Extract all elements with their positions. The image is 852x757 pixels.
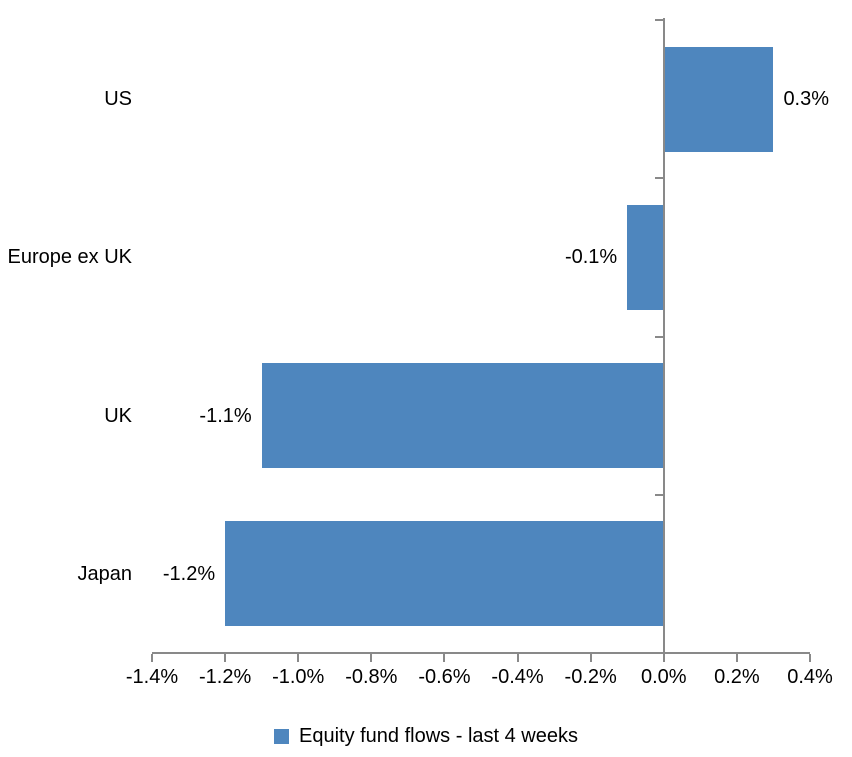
bar-japan [225,521,664,627]
x-tick-label: -1.2% [198,666,252,688]
x-axis-tick [370,654,373,662]
x-tick-label: -1.4% [125,666,179,688]
x-tick-label: 0.2% [714,666,760,688]
x-tick-label: 0.0% [640,666,687,688]
legend: Equity fund flows - last 4 weeks [0,724,852,748]
category-label-us: US [104,88,132,111]
x-tick-label: -0.6% [418,666,471,688]
data-label-uk: -1.1% [199,404,252,427]
data-label-europe-ex-uk: -0.1% [564,246,618,269]
bar-us [663,46,774,152]
x-axis-tick [662,654,665,662]
category-label-uk: UK [104,404,132,427]
value-axis-zero-line [662,18,665,653]
category-axis-tick [654,493,663,496]
x-axis-tick [516,654,519,662]
x-tick-label: -1.0% [272,666,325,688]
category-axis-tick [654,177,663,180]
x-axis-tick [589,654,592,662]
x-axis-tick [443,654,446,662]
x-axis-line [152,652,810,654]
x-axis-tick [735,654,738,662]
category-axis-tick [654,335,663,338]
legend-swatch-icon [273,728,289,744]
x-axis-tick [151,654,153,662]
x-axis-tick [297,654,300,662]
bar-uk [261,363,664,469]
x-axis-tick [224,654,227,662]
category-label-europe-ex-uk: Europe ex UK [7,246,132,269]
x-tick-label: 0.4% [787,666,833,688]
category-axis-tick [654,19,663,21]
legend-label: Equity fund flows - last 4 weeks [298,725,578,747]
x-tick-label: -0.4% [491,666,544,688]
x-tick-label: -0.2% [564,666,617,688]
category-label-japan: Japan [77,562,133,585]
x-tick-label: -0.8% [345,666,398,688]
data-label-japan: -1.2% [162,562,216,585]
x-axis-tick [809,654,811,662]
data-label-us: 0.3% [783,88,830,111]
bar-europe-ex-uk [627,204,664,310]
